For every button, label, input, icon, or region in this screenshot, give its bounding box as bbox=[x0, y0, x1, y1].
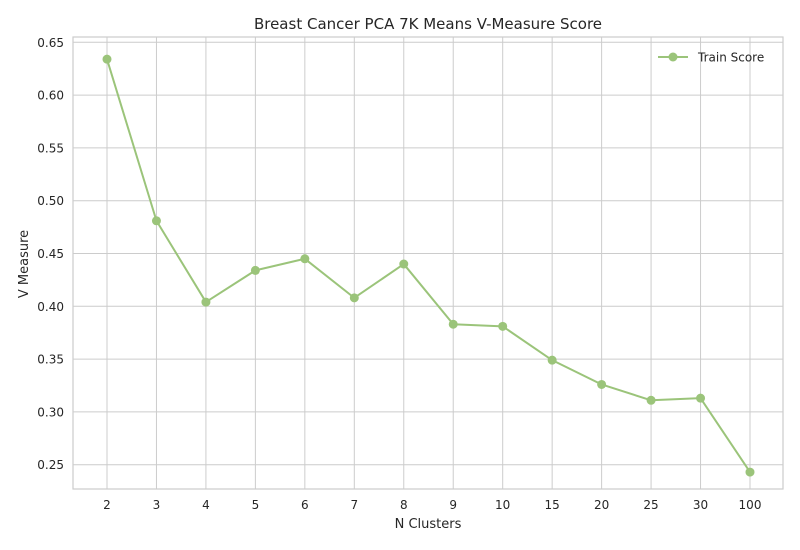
x-tick-label: 5 bbox=[252, 498, 260, 512]
x-tick-label: 20 bbox=[594, 498, 609, 512]
data-point bbox=[498, 321, 508, 331]
series-layer bbox=[102, 54, 755, 477]
legend-marker-swatch bbox=[668, 52, 678, 62]
y-tick-label: 0.55 bbox=[37, 141, 64, 155]
x-axis-label: N Clusters bbox=[395, 517, 462, 532]
y-tick-label: 0.45 bbox=[37, 247, 64, 261]
data-point bbox=[646, 395, 656, 405]
legend-label-train-score: Train Score bbox=[697, 51, 764, 65]
y-gridlines bbox=[73, 41, 783, 466]
data-point bbox=[300, 254, 310, 264]
x-tick-label: 30 bbox=[693, 498, 708, 512]
data-point bbox=[696, 393, 706, 403]
data-point bbox=[349, 293, 359, 303]
series-line-train-score bbox=[106, 58, 751, 473]
data-point bbox=[102, 54, 112, 64]
x-tick-label: 8 bbox=[400, 498, 408, 512]
y-tick-labels: 0.25 0.30 0.35 0.40 0.45 0.50 0.55 0.60 0.65 bbox=[37, 36, 64, 472]
chart-title: Breast Cancer PCA 7K Means V-Measure Sco… bbox=[254, 15, 602, 33]
data-point bbox=[201, 297, 211, 307]
y-tick-label: 0.25 bbox=[37, 458, 64, 472]
x-tick-labels: 2 3 4 5 6 7 8 9 10 15 20 25 30 100 bbox=[103, 498, 761, 512]
y-axis-label: V Measure bbox=[17, 230, 32, 298]
x-tick-label: 100 bbox=[739, 498, 762, 512]
x-tick-label: 25 bbox=[643, 498, 658, 512]
x-tick-label: 15 bbox=[545, 498, 560, 512]
y-tick-label: 0.30 bbox=[37, 405, 64, 419]
y-tick-label: 0.40 bbox=[37, 300, 64, 314]
legend: Train Score bbox=[658, 51, 764, 65]
y-tick-label: 0.65 bbox=[37, 36, 64, 50]
plot-frame bbox=[72, 36, 784, 490]
x-tick-label: 7 bbox=[350, 498, 358, 512]
x-tick-label: 2 bbox=[103, 498, 111, 512]
data-point bbox=[745, 467, 755, 477]
x-tick-label: 6 bbox=[301, 498, 309, 512]
data-point bbox=[399, 259, 409, 269]
y-tick-label: 0.35 bbox=[37, 353, 64, 367]
y-tick-label: 0.60 bbox=[37, 89, 64, 103]
x-tick-label: 3 bbox=[153, 498, 161, 512]
data-point bbox=[448, 319, 458, 329]
y-tick-label: 0.50 bbox=[37, 194, 64, 208]
data-point bbox=[250, 265, 260, 275]
data-point bbox=[151, 216, 161, 226]
x-tick-label: 10 bbox=[495, 498, 510, 512]
x-tick-label: 9 bbox=[449, 498, 457, 512]
x-tick-label: 4 bbox=[202, 498, 210, 512]
data-point bbox=[547, 355, 557, 365]
data-point bbox=[597, 379, 607, 389]
